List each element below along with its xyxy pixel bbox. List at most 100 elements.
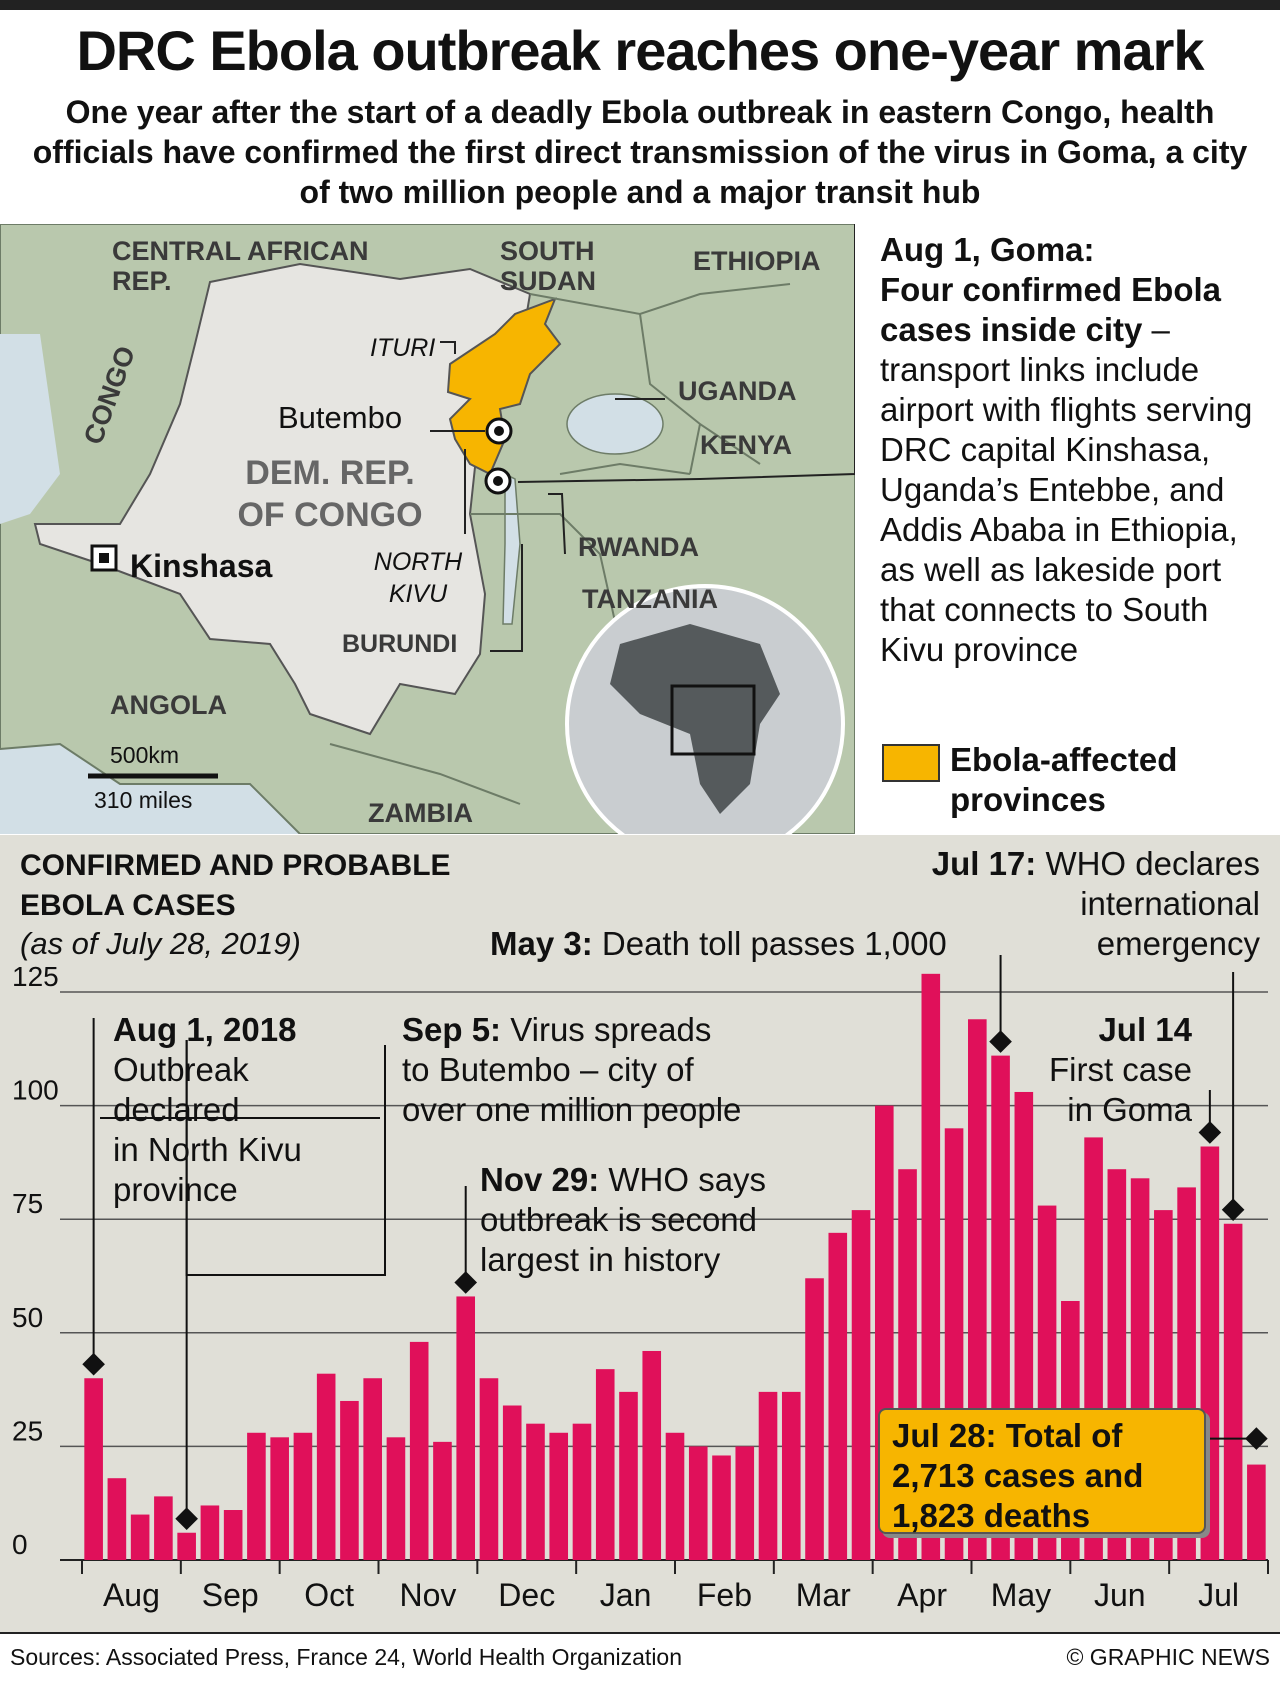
x-tick-label: Feb [697,1577,752,1613]
top-rule [0,0,1280,10]
annotation-jul17: Jul 17: WHO declares international emerg… [880,844,1260,964]
annotation-may3-bold: May 3: [490,925,593,962]
x-tick-label: Dec [498,1577,555,1613]
annotation-marker [989,1030,1012,1053]
chart-bars [84,973,1266,1560]
annotation-sep5-line3: over one million people [402,1091,742,1128]
goma-note-text: – transport links include airport with f… [880,311,1253,668]
annotation-may3: May 3: Death toll passes 1,000 [490,924,947,964]
y-tick-label: 75 [12,1188,43,1219]
label-south-sudan: SOUTH SUDAN [500,236,597,296]
bar [340,1400,359,1560]
bar [200,1505,220,1560]
x-tick-label: Oct [304,1577,354,1613]
total-callout: Jul 28: Total of 2,713 cases and 1,823 d… [878,1408,1206,1534]
bar [642,1350,662,1560]
legend-label: Ebola-affected provinces [950,741,1178,818]
label-kinshasa: Kinshasa [130,548,273,584]
scale-miles: 310 miles [94,787,193,813]
chart-heading-line1: CONFIRMED AND PROBABLE [20,849,451,882]
label-car: CENTRAL AFRICAN REP. [112,236,369,296]
x-tick-label: Jan [600,1577,652,1613]
x-tick-label: Aug [103,1577,160,1613]
x-tick-label: Mar [796,1577,851,1613]
map-ocean [0,334,60,524]
total-callout-line3: 1,823 deaths [892,1497,1091,1534]
total-callout-line1: Jul 28: Total of [892,1417,1123,1454]
goma-marker-dot [493,476,503,486]
x-tick-label: Jul [1198,1577,1239,1613]
chart-axis: Aug Sep Oct Nov Dec Jan Feb Mar Apr May Jun Jul [81,1560,1269,1613]
globe-land [610,624,780,814]
y-tick-label: 0 [12,1529,28,1560]
subtitle: One year after the start of a deadly Ebo… [32,94,1248,210]
bar [177,1532,196,1560]
leader-rwanda [548,493,566,555]
footer: Sources: Associated Press, France 24, Wo… [0,1632,1280,1682]
bar [409,1341,429,1560]
bar [363,1378,382,1560]
annotation-jul17-bold: Jul 17: [931,845,1037,882]
annotation-sep5-bold: Sep 5: [402,1011,502,1048]
annotation-nov29-line3: largest in history [480,1241,721,1278]
bar [386,1437,406,1560]
label-butembo: Butembo [278,400,403,435]
bar [549,1432,569,1560]
annotation-aug1-line2: declared [113,1091,240,1128]
annotation-sep5: Sep 5: Virus spreads to Butembo – city o… [402,1010,741,1130]
footer-sources: Sources: Associated Press, France 24, Wo… [10,1644,683,1670]
y-tick-label: 50 [12,1302,43,1333]
bar [293,1432,313,1560]
annotation-jul17-line3: emergency [1096,925,1260,962]
x-tick-label: Sep [202,1577,259,1613]
annotation-nov29-line1: WHO says [599,1161,767,1198]
annotation-jul14-line1: First case [1048,1051,1192,1088]
lake-victoria [566,393,664,455]
annotation-aug1-bold: Aug 1, 2018 [113,1011,297,1048]
annotation-aug1-line3: in North Kivu [113,1131,302,1168]
label-ituri: ITURI [370,334,436,362]
annotation-jul14: Jul 14 First case in Goma [1000,1010,1192,1130]
x-tick-label: May [991,1577,1051,1613]
annotation-nov29-bold: Nov 29: [480,1161,600,1198]
annotation-sep5-line1: Virus spreads [501,1011,712,1048]
bar [1247,1464,1266,1560]
chart-heading: CONFIRMED AND PROBABLE EBOLA CASES [20,846,451,926]
bar [781,1391,801,1560]
bar [247,1432,266,1560]
bar [526,1423,545,1560]
bar [270,1437,289,1560]
label-burundi: BURUNDI [342,630,458,658]
annotation-marker [1198,1121,1222,1144]
bar [688,1446,708,1560]
annotation-sep5-line2: to Butembo – city of [402,1051,694,1088]
footer-credit: © GRAPHIC NEWS [1066,1644,1270,1670]
bar [154,1496,173,1560]
total-callout-line2: 2,713 cases and [892,1457,1144,1494]
y-tick-label: 125 [12,961,59,992]
bar [619,1391,638,1560]
globe-locator-box [670,684,756,756]
label-ethiopia: ETHIOPIA [693,246,821,276]
goma-note: Aug 1, Goma: Four confirmed Ebola cases … [880,230,1270,670]
annotation-marker [1221,1198,1245,1222]
cases-chart: 0 25 50 75 100 125 Aug Sep Oct Nov Dec Jan Feb Mar Ap… [0,835,1280,1632]
annotation-marker [1245,1427,1268,1450]
bar [502,1405,522,1560]
bar [316,1373,336,1560]
bar [1223,1223,1243,1560]
label-north-kivu: NORTH KIVU [368,546,468,610]
leader-ituri [440,341,456,354]
annotation-aug1: Aug 1, 2018 Outbreak declared in North K… [113,1010,302,1210]
bar [433,1441,452,1560]
annotation-may3-text: Death toll passes 1,000 [592,925,947,962]
annotation-jul14-line2: in Goma [1067,1091,1192,1128]
chart-subheading: (as of July 28, 2019) [20,926,301,961]
kinshasa-marker-dot [99,553,109,563]
bar [456,1296,476,1560]
label-north-kivu-line2: KIVU [388,580,448,608]
scale-km: 500km [110,742,180,768]
region-map [0,224,855,834]
label-kenya: KENYA [700,430,793,460]
label-zambia: ZAMBIA [368,798,473,828]
